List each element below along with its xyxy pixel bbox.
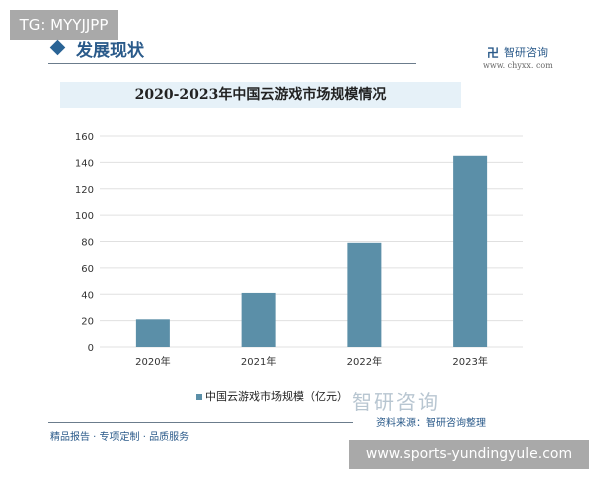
x-tick-label: 2021年 [241,355,276,368]
footer-slogan: 精品报告 · 专项定制 · 品质服务 [50,432,190,443]
chart-title: 2020-2023年中国云游戏市场规模情况 [60,82,461,108]
section-title: 发展现状 [76,41,144,61]
y-tick-label: 120 [75,185,94,196]
legend-swatch [196,394,202,400]
bar [135,319,170,347]
legend: 中国云游戏市场规模（亿元） [196,388,348,404]
y-tick-label: 140 [75,158,94,169]
legend-label: 中国云游戏市场规模（亿元） [205,390,348,403]
overlay-label: TG: MYYJJPP [10,10,118,40]
brand-name: 智研咨询 [504,46,548,59]
divider [48,63,416,64]
y-tick-label: 20 [81,317,94,328]
divider [48,422,353,423]
y-tick-label: 80 [81,238,94,249]
y-tick-label: 100 [75,211,94,222]
x-tick-label: 2020年 [135,355,170,368]
brand-url: www. chyxx. com [483,61,553,70]
bar [241,292,276,347]
overlay-url: www.sports-yundingyule.com [349,440,589,469]
x-tick-label: 2023年 [452,355,487,368]
x-tick-label: 2022年 [347,355,382,368]
brand-logo-icon: 卍 [487,46,500,60]
bar [347,242,382,347]
y-tick-label: 60 [81,264,94,275]
watermark-logo: 智研咨询 [352,390,440,414]
y-tick-label: 0 [88,343,94,354]
y-tick-label: 40 [81,290,94,301]
source-note: 资料来源：智研咨询整理 [376,418,486,429]
bar [453,155,488,347]
y-tick-label: 160 [75,132,94,143]
